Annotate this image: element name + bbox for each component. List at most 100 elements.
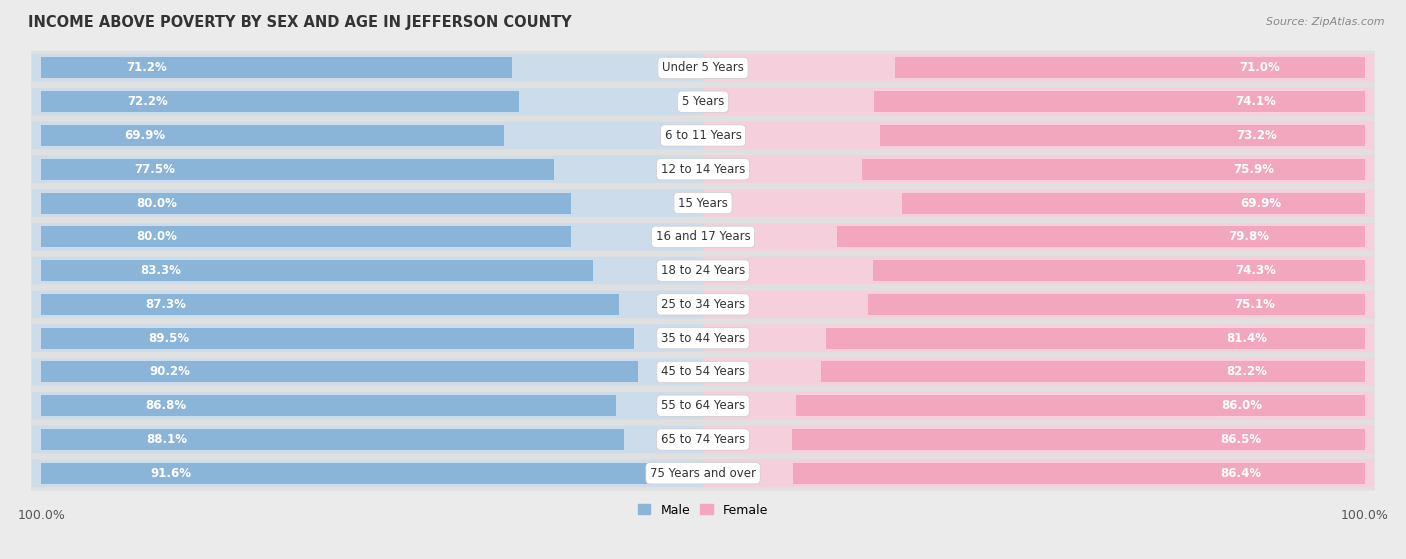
FancyBboxPatch shape [703, 425, 1374, 453]
FancyBboxPatch shape [703, 223, 1374, 250]
Text: 81.4%: 81.4% [1226, 331, 1268, 345]
FancyBboxPatch shape [32, 392, 703, 420]
FancyBboxPatch shape [32, 358, 703, 386]
FancyBboxPatch shape [32, 425, 703, 453]
FancyBboxPatch shape [31, 220, 1375, 254]
FancyBboxPatch shape [703, 189, 1374, 217]
Text: 69.9%: 69.9% [125, 129, 166, 142]
Text: Source: ZipAtlas.com: Source: ZipAtlas.com [1267, 17, 1385, 27]
Text: Under 5 Years: Under 5 Years [662, 61, 744, 74]
Text: 86.0%: 86.0% [1222, 399, 1263, 412]
Text: 35 to 44 Years: 35 to 44 Years [661, 331, 745, 345]
Bar [894, 58, 1364, 78]
FancyBboxPatch shape [31, 51, 1375, 85]
FancyBboxPatch shape [32, 155, 703, 183]
FancyBboxPatch shape [31, 186, 1375, 220]
Bar [42, 91, 519, 112]
Bar [793, 429, 1364, 450]
Bar [42, 159, 554, 180]
FancyBboxPatch shape [703, 358, 1374, 386]
Bar [42, 328, 634, 349]
Text: 71.2%: 71.2% [127, 61, 167, 74]
FancyBboxPatch shape [32, 459, 703, 487]
Text: 75.1%: 75.1% [1234, 298, 1275, 311]
FancyBboxPatch shape [32, 257, 703, 285]
FancyBboxPatch shape [32, 88, 703, 116]
Text: 65 to 74 Years: 65 to 74 Years [661, 433, 745, 446]
Bar [42, 192, 571, 214]
Text: 82.2%: 82.2% [1226, 366, 1267, 378]
FancyBboxPatch shape [31, 287, 1375, 321]
Bar [42, 260, 592, 281]
FancyBboxPatch shape [703, 392, 1374, 420]
Bar [42, 58, 512, 78]
Text: 89.5%: 89.5% [148, 331, 190, 345]
FancyBboxPatch shape [31, 84, 1375, 119]
Text: 71.0%: 71.0% [1239, 61, 1279, 74]
Text: 72.2%: 72.2% [128, 95, 169, 108]
Bar [42, 125, 503, 146]
Text: 90.2%: 90.2% [149, 366, 190, 378]
FancyBboxPatch shape [32, 122, 703, 149]
FancyBboxPatch shape [32, 54, 703, 82]
FancyBboxPatch shape [32, 291, 703, 318]
Text: 16 and 17 Years: 16 and 17 Years [655, 230, 751, 243]
Text: 74.3%: 74.3% [1234, 264, 1277, 277]
Text: 83.3%: 83.3% [141, 264, 181, 277]
Bar [862, 159, 1364, 180]
FancyBboxPatch shape [31, 355, 1375, 389]
Bar [42, 463, 647, 484]
Bar [42, 294, 619, 315]
Text: 79.8%: 79.8% [1229, 230, 1270, 243]
Bar [868, 294, 1364, 315]
Text: 80.0%: 80.0% [136, 197, 177, 210]
Text: 55 to 64 Years: 55 to 64 Years [661, 399, 745, 412]
Text: 77.5%: 77.5% [134, 163, 174, 176]
Text: 74.1%: 74.1% [1236, 95, 1277, 108]
FancyBboxPatch shape [703, 459, 1374, 487]
FancyBboxPatch shape [31, 152, 1375, 187]
Text: 5 Years: 5 Years [682, 95, 724, 108]
FancyBboxPatch shape [703, 88, 1374, 116]
Text: 73.2%: 73.2% [1237, 129, 1278, 142]
Bar [42, 226, 571, 247]
Bar [796, 395, 1364, 416]
Text: 88.1%: 88.1% [146, 433, 187, 446]
Text: 80.0%: 80.0% [136, 230, 177, 243]
Bar [793, 463, 1364, 484]
Bar [837, 226, 1364, 247]
Bar [903, 192, 1364, 214]
Bar [875, 91, 1364, 112]
FancyBboxPatch shape [703, 257, 1374, 285]
Text: 87.3%: 87.3% [145, 298, 187, 311]
Bar [827, 328, 1364, 349]
Bar [880, 125, 1364, 146]
Text: 15 Years: 15 Years [678, 197, 728, 210]
FancyBboxPatch shape [32, 223, 703, 250]
FancyBboxPatch shape [31, 253, 1375, 288]
Text: 18 to 24 Years: 18 to 24 Years [661, 264, 745, 277]
Bar [873, 260, 1364, 281]
Text: 45 to 54 Years: 45 to 54 Years [661, 366, 745, 378]
Text: 91.6%: 91.6% [150, 467, 191, 480]
FancyBboxPatch shape [703, 54, 1374, 82]
Bar [821, 362, 1364, 382]
Text: 86.5%: 86.5% [1220, 433, 1261, 446]
Text: 75.9%: 75.9% [1233, 163, 1274, 176]
FancyBboxPatch shape [703, 291, 1374, 318]
Text: 75 Years and over: 75 Years and over [650, 467, 756, 480]
FancyBboxPatch shape [31, 321, 1375, 356]
Text: INCOME ABOVE POVERTY BY SEX AND AGE IN JEFFERSON COUNTY: INCOME ABOVE POVERTY BY SEX AND AGE IN J… [28, 15, 572, 30]
FancyBboxPatch shape [32, 324, 703, 352]
FancyBboxPatch shape [31, 119, 1375, 153]
Text: 86.8%: 86.8% [145, 399, 186, 412]
FancyBboxPatch shape [31, 389, 1375, 423]
FancyBboxPatch shape [31, 422, 1375, 457]
FancyBboxPatch shape [703, 324, 1374, 352]
FancyBboxPatch shape [31, 456, 1375, 490]
FancyBboxPatch shape [32, 189, 703, 217]
Legend: Male, Female: Male, Female [633, 499, 773, 522]
Bar [42, 429, 624, 450]
Text: 86.4%: 86.4% [1220, 467, 1261, 480]
Text: 6 to 11 Years: 6 to 11 Years [665, 129, 741, 142]
